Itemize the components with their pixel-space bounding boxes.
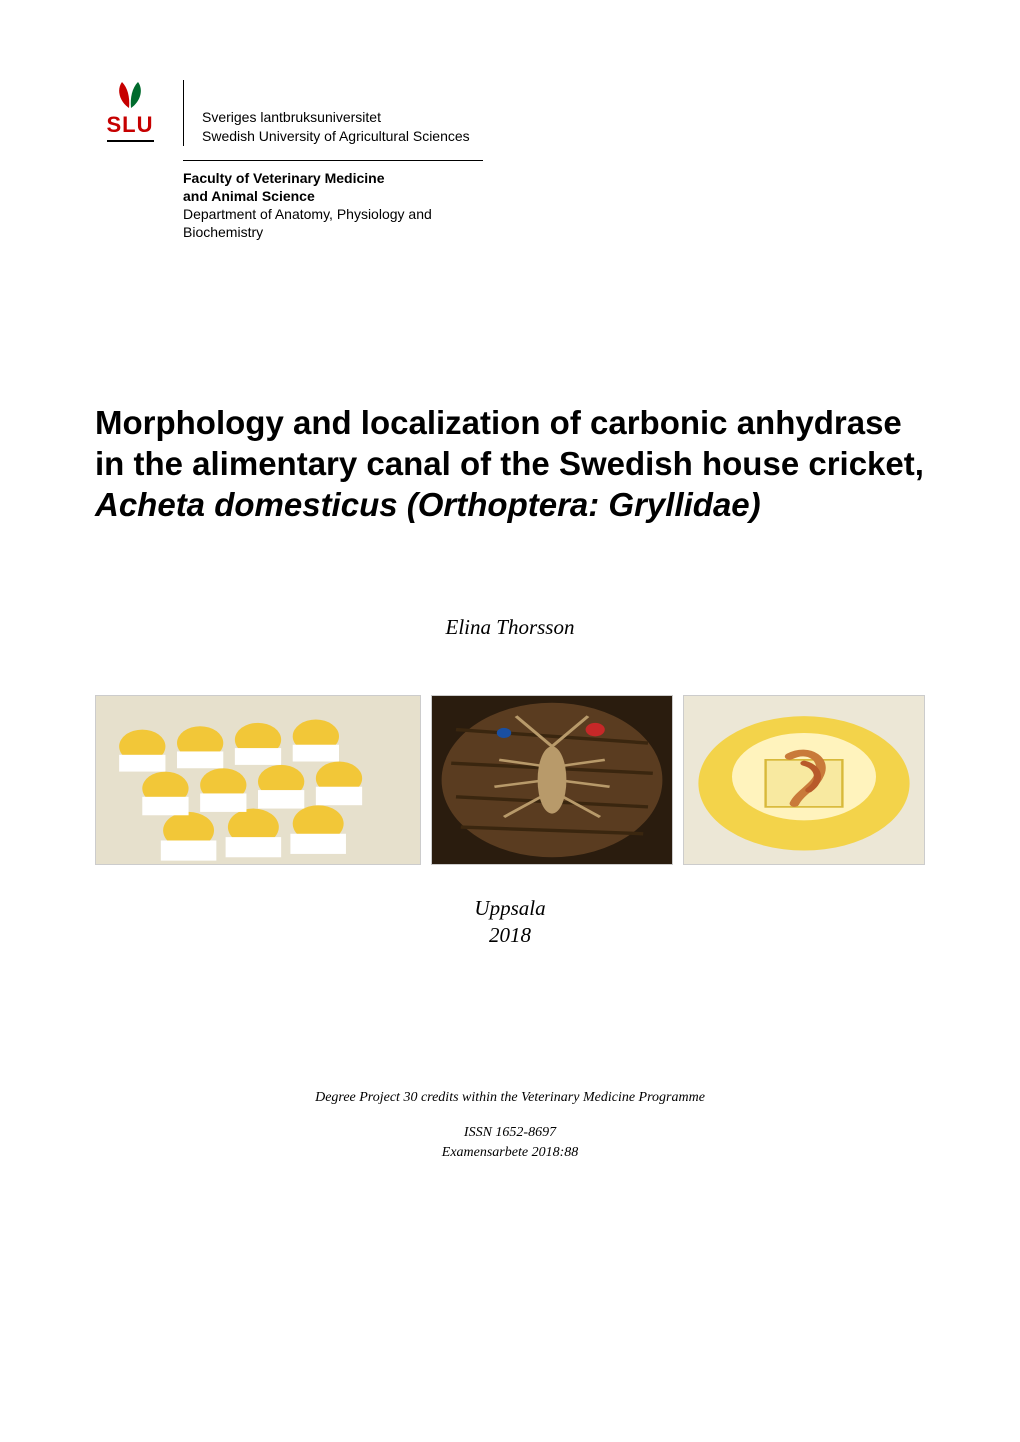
slu-leaf-icon xyxy=(112,80,148,110)
faculty-name-line2: and Animal Science xyxy=(183,187,483,205)
title-plain-part: Morphology and localization of carbonic … xyxy=(95,404,924,482)
place-year-block: Uppsala 2018 xyxy=(95,895,925,948)
university-name-sv: Sveriges lantbruksuniversitet xyxy=(202,108,470,127)
footer-block: Degree Project 30 credits within the Vet… xyxy=(95,1088,925,1163)
issn-line: ISSN 1652-8697 xyxy=(95,1123,925,1143)
title-block: Morphology and localization of carbonic … xyxy=(95,402,925,526)
header-block: SLU Sveriges lantbruksuniversitet Swedis… xyxy=(95,80,925,146)
publication-year: 2018 xyxy=(95,922,925,948)
faculty-name-line1: Faculty of Veterinary Medicine xyxy=(183,169,483,187)
figure-panel-3 xyxy=(683,695,925,865)
paper-title: Morphology and localization of carbonic … xyxy=(95,402,925,526)
figure-row xyxy=(95,695,925,865)
page-root: SLU Sveriges lantbruksuniversitet Swedis… xyxy=(0,0,1020,1223)
work-number-line: Examensarbete 2018:88 xyxy=(95,1143,925,1163)
figure-panel-2 xyxy=(431,695,673,865)
figure-3-placeholder-icon xyxy=(684,696,924,864)
figure-2-placeholder-icon xyxy=(432,696,672,864)
faculty-block: Faculty of Veterinary Medicine and Anima… xyxy=(183,160,483,242)
degree-project-line: Degree Project 30 credits within the Vet… xyxy=(95,1088,925,1108)
figure-panel-1 xyxy=(95,695,421,865)
university-name-block: Sveriges lantbruksuniversitet Swedish Un… xyxy=(183,80,470,146)
department-name: Department of Anatomy, Physiology and Bi… xyxy=(183,205,483,241)
slu-logo-text: SLU xyxy=(107,112,154,142)
university-name-en: Swedish University of Agricultural Scien… xyxy=(202,127,470,146)
author-name: Elina Thorsson xyxy=(95,615,925,640)
publication-place: Uppsala xyxy=(95,895,925,921)
university-logo: SLU xyxy=(95,80,165,142)
title-italic-part: Acheta domesticus (Orthoptera: Gryllidae… xyxy=(95,486,761,523)
figure-1-placeholder-icon xyxy=(96,696,420,864)
